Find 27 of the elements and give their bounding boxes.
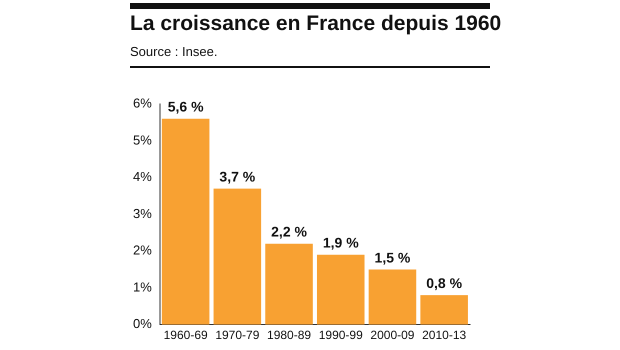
y-tick-label: 1% bbox=[132, 279, 152, 294]
bar bbox=[420, 295, 468, 325]
data-label: 2,2 % bbox=[271, 224, 308, 240]
bar bbox=[162, 118, 210, 325]
x-tick-label: 1960-69 bbox=[164, 328, 208, 342]
bar bbox=[214, 188, 262, 325]
y-tick-label: 4% bbox=[132, 169, 152, 184]
y-tick-label: 0% bbox=[132, 316, 152, 332]
y-tick-label: 6% bbox=[132, 96, 152, 111]
x-tick-label: 1980-89 bbox=[267, 328, 312, 342]
data-label: 1,5 % bbox=[374, 249, 411, 266]
data-label: 3,7 % bbox=[219, 168, 256, 184]
data-label: 0,8 % bbox=[426, 275, 463, 292]
bar bbox=[265, 244, 313, 325]
data-label: 5,6 % bbox=[168, 98, 204, 115]
x-tick-label: 2000-09 bbox=[370, 328, 415, 342]
chart-title: La croissance en France depuis 1960 bbox=[130, 12, 502, 36]
bar bbox=[316, 254, 365, 325]
data-label: 1,9 % bbox=[322, 234, 360, 251]
bar bbox=[368, 269, 416, 325]
y-tick-label: 3% bbox=[132, 206, 152, 221]
y-tick-label: 5% bbox=[132, 132, 152, 148]
y-tick-label: 2% bbox=[132, 242, 152, 258]
x-tick-label: 1990-99 bbox=[318, 328, 364, 342]
chart-subtitle: Source : Insee. bbox=[130, 44, 218, 59]
x-tick-label: 1970-79 bbox=[215, 328, 260, 342]
x-tick-label: 2010-13 bbox=[422, 328, 466, 342]
